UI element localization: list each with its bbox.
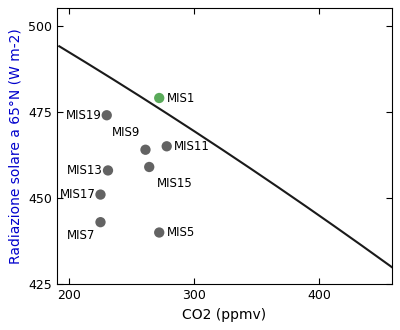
Text: MIS15: MIS15 bbox=[157, 177, 192, 190]
Point bbox=[164, 144, 170, 149]
Point bbox=[105, 168, 111, 173]
Text: MIS13: MIS13 bbox=[67, 164, 103, 177]
Text: MIS9: MIS9 bbox=[112, 126, 140, 139]
Text: MIS7: MIS7 bbox=[67, 229, 96, 242]
Point bbox=[156, 95, 162, 101]
Point bbox=[146, 164, 152, 170]
Text: MIS5: MIS5 bbox=[167, 226, 195, 239]
Text: MIS17: MIS17 bbox=[60, 188, 96, 201]
Point bbox=[142, 147, 149, 152]
Y-axis label: Radiazione solare a 65°N (W m-2): Radiazione solare a 65°N (W m-2) bbox=[8, 28, 22, 264]
Text: MIS19: MIS19 bbox=[66, 109, 102, 122]
Point bbox=[156, 230, 162, 235]
Point bbox=[104, 113, 110, 118]
Text: MIS1: MIS1 bbox=[167, 91, 195, 105]
X-axis label: CO2 (ppmv): CO2 (ppmv) bbox=[182, 308, 266, 322]
Point bbox=[97, 192, 104, 197]
Text: MIS11: MIS11 bbox=[174, 140, 210, 153]
Point bbox=[97, 219, 104, 225]
